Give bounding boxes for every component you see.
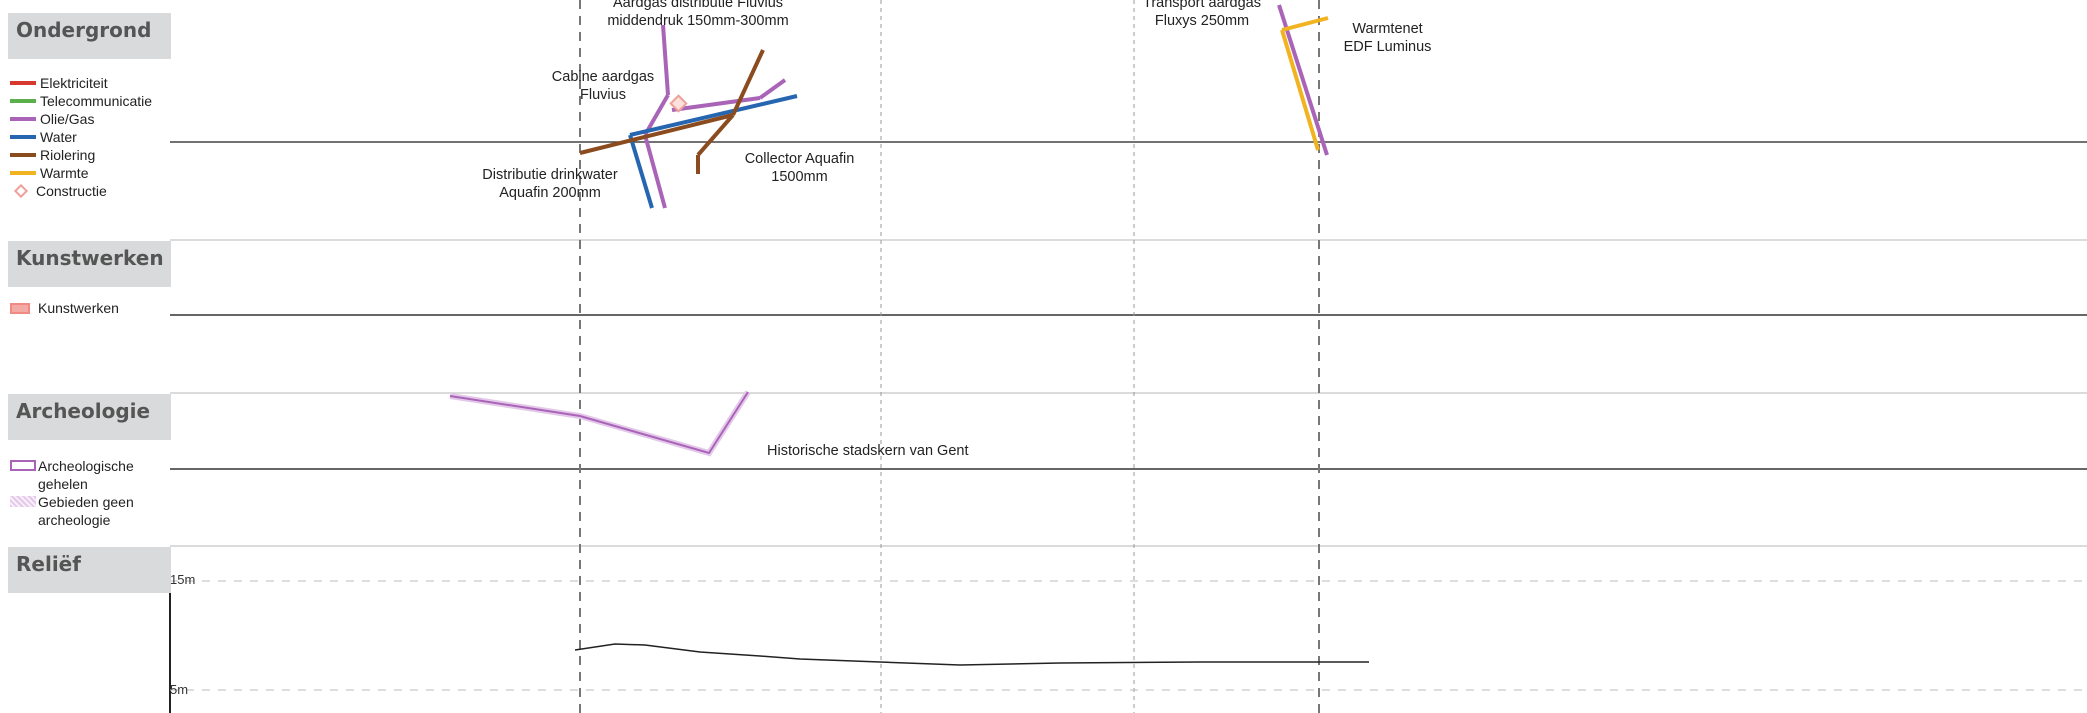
annotation-transport-gas: Transport aardgas Fluxys 250mm — [1143, 0, 1261, 29]
archeology-zone-line — [449, 391, 749, 455]
legend-item-geen-archeologie: Gebieden geen archeologie — [10, 493, 150, 529]
relief-profile-line — [574, 643, 1369, 666]
archeologische-gehelen-swatch — [10, 460, 36, 471]
section-header-archeologie: Archeologie — [8, 394, 171, 440]
riolering-swatch — [10, 153, 36, 157]
kunstwerken-swatch — [10, 302, 30, 314]
legend-label: Kunstwerken — [38, 300, 119, 316]
gas-pipe — [661, 24, 670, 96]
telecommunicatie-swatch — [10, 99, 36, 103]
legend-ondergrond: Elektriciteit Telecommunicatie Olie/Gas … — [10, 74, 152, 200]
sewer-pipe — [731, 49, 765, 116]
geen-archeologie-swatch — [10, 496, 36, 507]
construction-marker — [669, 94, 688, 113]
legend-item-olie-gas: Olie/Gas — [10, 110, 152, 128]
water-pipe — [629, 94, 798, 137]
olie-gas-swatch — [10, 117, 36, 121]
utilities-cluster — [579, 24, 798, 209]
heat-pipe — [1281, 16, 1329, 32]
water-pipe — [628, 134, 654, 209]
legend-item-constructie: Constructie — [10, 182, 152, 200]
annotation-historisch: Historische stadskern van Gent — [767, 443, 969, 459]
elektriciteit-swatch — [10, 81, 36, 85]
water-swatch — [10, 135, 36, 139]
archeology-zone-fill — [449, 390, 751, 457]
section-header-ondergrond: Ondergrond — [8, 13, 171, 59]
legend-item-telecommunicatie: Telecommunicatie — [10, 92, 152, 110]
annotation-cabine: Cabine aardgas Fluvius — [551, 69, 655, 103]
relief-label-5m: 5m — [170, 682, 189, 697]
gas-pipe — [758, 78, 787, 100]
legend-item-archeologische-gehelen: Archeologische gehelen — [10, 457, 150, 493]
gas-pipe — [643, 94, 670, 136]
legend-label: Gebieden geen archeologie — [38, 494, 134, 528]
legend-label: Warmte — [40, 165, 89, 181]
annotation-collector: Collector Aquafin 1500mm — [744, 151, 855, 185]
legend-item-kunstwerken: Kunstwerken — [10, 299, 119, 317]
legend-label: Water — [40, 129, 77, 145]
section-header-kunstwerken: Kunstwerken — [8, 241, 171, 287]
annotation-gas-distributie: Aardgas distributie Fluvius middendruk 1… — [607, 0, 789, 29]
annotation-drinkwater: Distributie drinkwater Aquafin 200mm — [482, 167, 618, 201]
legend-archeologie: Archeologische gehelen Gebieden geen arc… — [10, 457, 150, 529]
legend-item-elektriciteit: Elektriciteit — [10, 74, 152, 92]
legend-item-riolering: Riolering — [10, 146, 152, 164]
constructie-diamond-icon — [13, 183, 29, 199]
heat-pipe — [1280, 29, 1320, 151]
warmte-swatch — [10, 171, 36, 175]
legend-kunstwerken: Kunstwerken — [10, 299, 119, 317]
legend-item-warmte: Warmte — [10, 164, 152, 182]
annotation-warmtenet: Warmtenet EDF Luminus — [1343, 21, 1432, 55]
legend-label: Riolering — [40, 147, 96, 163]
legend-label: Archeologische gehelen — [38, 458, 134, 492]
legend-label: Telecommunicatie — [40, 93, 153, 109]
sewer-pipe — [696, 113, 735, 157]
legend-label: Olie/Gas — [40, 111, 95, 127]
relief-label-15m: 15m — [170, 572, 196, 587]
legend-label: Elektriciteit — [40, 75, 108, 91]
gas-pipe — [671, 96, 761, 112]
legend-item-water: Water — [10, 128, 152, 146]
gas-pipe — [643, 134, 667, 209]
legend-label: Constructie — [36, 183, 107, 199]
sewer-pipe — [579, 113, 734, 155]
section-header-relief: Reliëf — [8, 547, 171, 593]
